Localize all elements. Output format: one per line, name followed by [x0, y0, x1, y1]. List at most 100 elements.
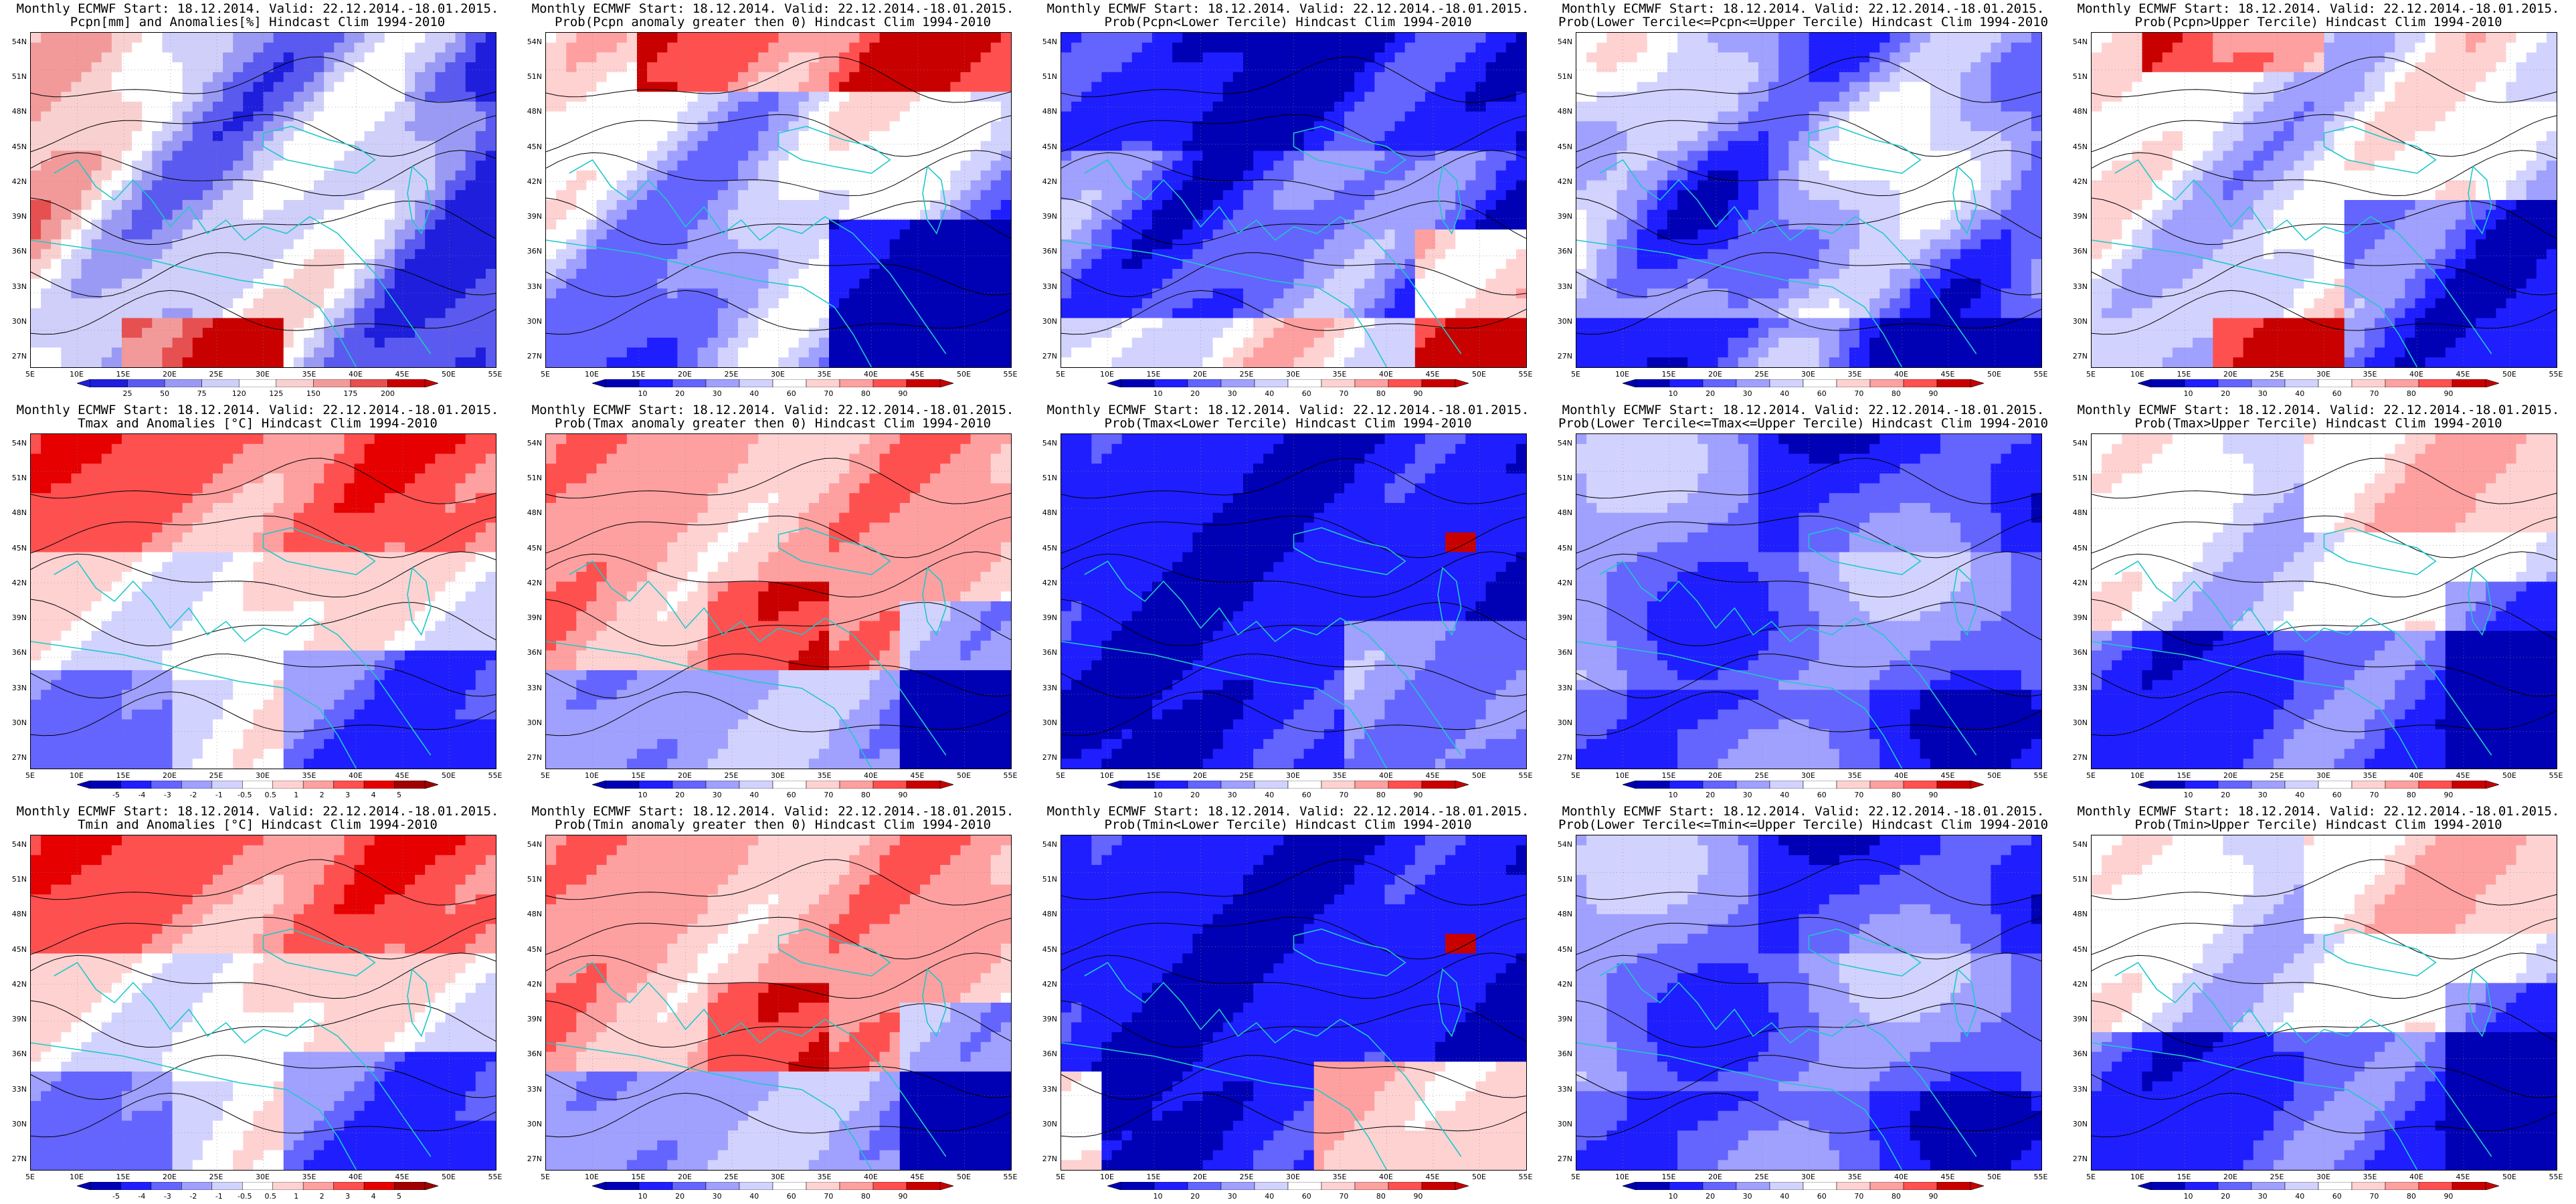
field-cell: [202, 82, 213, 92]
field-cell: [233, 318, 244, 328]
field-cell: [202, 318, 213, 328]
field-cell: [1708, 42, 1719, 54]
field-cell: [707, 170, 719, 181]
field-cell: [1081, 249, 1092, 260]
field-cell: [889, 288, 901, 299]
field-cell: [1384, 219, 1396, 230]
colorbar-label: 25: [114, 389, 141, 398]
field-cell: [273, 308, 284, 319]
field-cell: [879, 347, 891, 358]
field-cell: [81, 52, 92, 63]
field-cell: [1313, 318, 1325, 328]
field-cell: [1515, 259, 1526, 270]
field-cell: [374, 318, 385, 328]
field-cell: [1000, 161, 1011, 171]
field-cell: [71, 170, 82, 181]
field-cell: [727, 357, 739, 367]
field-cell: [798, 121, 810, 132]
field-cell: [192, 150, 203, 161]
field-cell: [293, 190, 304, 201]
field-cell: [707, 190, 719, 201]
field-cell: [1152, 219, 1163, 230]
field-cell: [263, 328, 274, 338]
field-cell: [899, 209, 911, 221]
longitude-tick-label: 40E: [858, 370, 885, 379]
field-cell: [223, 72, 234, 83]
field-cell: [283, 161, 294, 171]
field-cell: [647, 268, 658, 280]
field-cell: [586, 121, 597, 132]
field-cell: [1333, 92, 1345, 102]
field-cell: [192, 131, 203, 142]
field-cell: [293, 200, 304, 211]
field-cell: [606, 318, 618, 328]
field-cell: [889, 62, 901, 73]
field-cell: [738, 121, 749, 132]
field-cell: [606, 278, 618, 289]
field-cell: [162, 101, 173, 112]
field-cell: [212, 92, 223, 102]
field-cell: [81, 219, 92, 230]
field-cell: [889, 318, 901, 328]
field-cell: [606, 239, 618, 250]
field-cell: [626, 180, 638, 191]
field-cell: [788, 278, 800, 289]
field-cell: [435, 72, 446, 83]
field-cell: [273, 268, 284, 280]
field-cell: [1303, 357, 1315, 367]
field-cell: [1344, 278, 1355, 289]
field-cell: [899, 190, 911, 201]
field-cell: [839, 298, 850, 309]
field-cell: [616, 82, 628, 92]
field-cell: [1212, 219, 1224, 230]
field-cell: [616, 92, 628, 102]
field-cell: [677, 131, 688, 142]
field-cell: [1455, 62, 1466, 73]
field-cell: [697, 62, 709, 73]
field-cell: [667, 82, 678, 92]
field-cell: [1202, 278, 1214, 289]
field-cell: [303, 219, 314, 230]
field-cell: [849, 318, 860, 328]
field-cell: [445, 347, 456, 358]
field-cell: [1253, 33, 1264, 43]
field-cell: [616, 161, 628, 171]
field-cell: [1435, 150, 1446, 161]
field-cell: [636, 111, 648, 122]
field-cell: [253, 268, 264, 280]
field-cell: [960, 131, 972, 142]
field-cell: [1465, 219, 1477, 230]
field-cell: [1000, 278, 1011, 289]
field-cell: [1202, 337, 1214, 348]
field-cell: [566, 82, 577, 92]
field-cell: [1253, 328, 1264, 338]
field-cell: [142, 229, 153, 240]
field-cell: [1111, 268, 1123, 280]
field-cell: [314, 288, 325, 299]
field-cell: [182, 33, 193, 43]
field-cell: [324, 42, 335, 54]
field-cell: [859, 150, 870, 161]
field-cell: [384, 101, 395, 112]
field-cell: [667, 140, 678, 152]
field-cell: [485, 62, 496, 73]
field-cell: [1121, 161, 1133, 171]
field-cell: [1323, 140, 1335, 152]
field-cell: [273, 150, 284, 161]
field-cell: [142, 288, 153, 299]
field-cell: [1071, 190, 1082, 201]
field-cell: [485, 249, 496, 260]
field-cell: [1435, 131, 1446, 142]
field-cell: [707, 298, 719, 309]
field-cell: [1141, 239, 1153, 250]
field-cell: [223, 209, 234, 221]
field-cell: [556, 161, 567, 171]
field-cell: [1455, 288, 1466, 299]
field-cell: [374, 161, 385, 171]
field-cell: [1424, 308, 1436, 319]
field-cell: [1071, 249, 1082, 260]
field-cell: [303, 249, 314, 260]
field-cell: [212, 121, 223, 132]
field-cell: [606, 52, 618, 63]
field-cell: [606, 161, 618, 171]
